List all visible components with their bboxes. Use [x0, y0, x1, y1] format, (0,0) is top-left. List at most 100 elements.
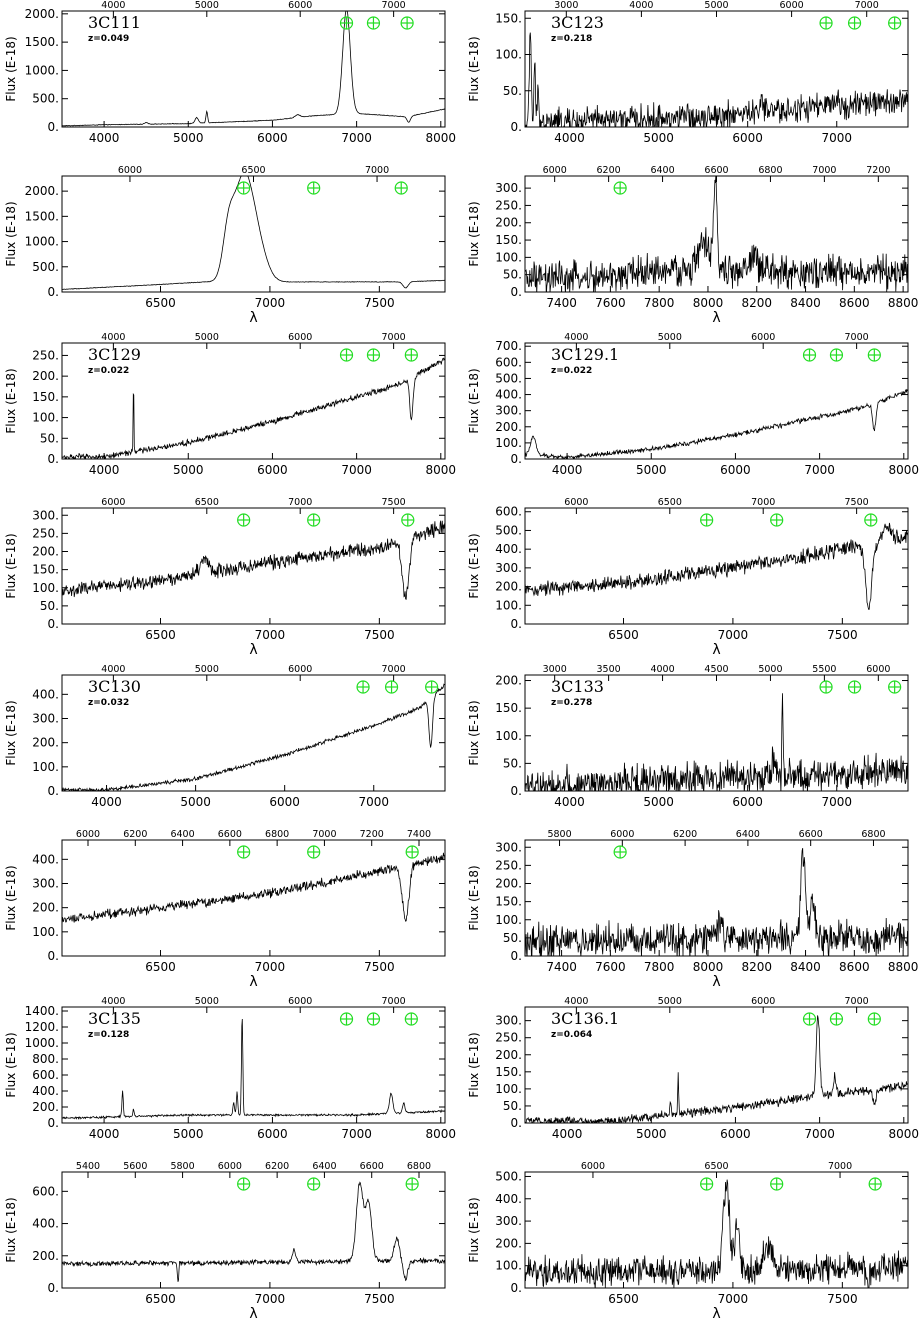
telluric-icon [366, 348, 381, 362]
y-tick-label: 0. [48, 285, 59, 299]
top-x-tick-label: 6800 [861, 829, 885, 840]
x-tick-label: 6000 [732, 795, 763, 809]
top-x-tick-label: 7200 [360, 829, 384, 840]
plot-frame [61, 342, 446, 460]
x-tick-label: 6500 [608, 1292, 639, 1306]
y-tick-label: 300. [495, 181, 522, 195]
spectrum-line [525, 32, 908, 127]
top-x-tick-label: 6000 [610, 829, 634, 840]
y-tick-label: 200. [32, 1100, 59, 1114]
y-tick-label: 150. [32, 563, 59, 577]
x-tick-label: 7500 [364, 960, 395, 974]
top-x-tick-label: 7500 [845, 497, 869, 508]
top-x-tick-label: 6400 [312, 1161, 336, 1172]
spectrum-panel: 4000 5000 6000 7000 8000 4000 5000 6000 7000 0. 50… [467, 996, 919, 1141]
top-x-tick-label: 7000 [828, 1161, 852, 1172]
y-axis-label: Flux (E-18) [467, 1032, 481, 1097]
spectrum-line [62, 357, 445, 459]
telluric-icon [237, 1177, 251, 1191]
spectrum-panel: 7400 7600 7800 8000 8200 8400 8600 8800 6000 6200… [467, 165, 918, 326]
x-axis-label: λ [712, 642, 720, 658]
y-tick-label: 200. [495, 580, 522, 594]
y-tick-label: 50. [40, 599, 59, 613]
x-tick-label: 8600 [839, 296, 870, 310]
top-x-tick-label: 4000 [629, 0, 653, 11]
y-tick-label: 0. [511, 120, 522, 134]
telluric-icon [819, 680, 833, 694]
x-tick-label: 4000 [552, 1127, 583, 1141]
y-tick-label: 600. [495, 355, 522, 369]
top-x-tick-label: 4000 [650, 664, 674, 675]
y-tick-label: 50. [503, 1099, 522, 1113]
spectrum-line [62, 852, 445, 923]
spectrum-line [525, 848, 908, 956]
top-x-tick-label: 7000 [845, 996, 869, 1007]
top-x-tick-label: 6000 [118, 165, 142, 176]
x-tick-label: 8000 [426, 1127, 457, 1141]
top-x-tick-label: 7000 [845, 332, 869, 343]
telluric-icon [307, 1177, 321, 1191]
top-x-tick-label: 6600 [704, 165, 728, 176]
y-tick-label: 50. [503, 931, 522, 945]
y-tick-label: 0. [48, 1116, 59, 1130]
telluric-icon [847, 680, 862, 694]
top-x-tick-label: 5600 [123, 1161, 147, 1172]
y-tick-label: 500. [495, 371, 522, 385]
telluric-icon [829, 348, 844, 362]
y-tick-label: 150. [495, 701, 522, 715]
x-tick-label: 4000 [554, 795, 585, 809]
x-tick-label: 7400 [546, 960, 577, 974]
source-name: 3C111 [88, 13, 141, 32]
y-tick-label: 200. [495, 877, 522, 891]
source-name: 3C130 [88, 677, 141, 696]
telluric-icon [867, 348, 881, 362]
x-tick-label: 8000 [693, 960, 724, 974]
top-x-tick-label: 4000 [101, 664, 125, 675]
y-tick-label: 300. [495, 1014, 522, 1028]
spectrum-line [525, 1015, 908, 1123]
y-tick-label: 200. [495, 216, 522, 230]
top-x-tick-label: 7200 [866, 165, 890, 176]
x-tick-label: 8000 [693, 296, 724, 310]
top-x-tick-label: 5400 [76, 1161, 100, 1172]
spectrum-line [62, 1018, 445, 1120]
x-tick-label: 6500 [145, 1292, 176, 1306]
x-tick-label: 7600 [595, 296, 626, 310]
y-tick-label: 1400. [25, 1004, 59, 1018]
x-tick-label: 5000 [643, 131, 674, 145]
y-axis-label: Flux (E-18) [467, 368, 481, 433]
top-x-tick-label: 6000 [780, 0, 804, 11]
top-x-tick-label: 6400 [650, 165, 674, 176]
top-x-tick-label: 7000 [382, 996, 406, 1007]
top-x-tick-label: 5000 [658, 332, 682, 343]
y-tick-label: 100. [495, 913, 522, 927]
top-x-tick-label: 6200 [673, 829, 697, 840]
spectrum-line [525, 1179, 908, 1288]
x-tick-label: 5000 [173, 463, 204, 477]
x-tick-label: 7500 [364, 1292, 395, 1306]
top-x-tick-label: 4000 [101, 996, 125, 1007]
spectrum-panel: 4000 5000 6000 7000 8000 4000 5000 6000 7000 0. 50… [4, 0, 456, 145]
x-tick-label: 8000 [426, 463, 457, 477]
top-x-tick-label: 6600 [360, 1161, 384, 1172]
redshift-label: z=0.064 [551, 1030, 592, 1040]
telluric-icon [864, 513, 878, 527]
redshift-label: z=0.022 [551, 366, 592, 376]
x-tick-label: 4000 [89, 1127, 120, 1141]
spectrum-line [62, 176, 445, 291]
x-tick-label: 6000 [257, 1127, 288, 1141]
spectrum-line [525, 176, 908, 292]
y-tick-label: 0. [511, 617, 522, 631]
y-tick-label: 500. [32, 92, 59, 106]
y-tick-label: 500. [32, 260, 59, 274]
x-tick-label: 8800 [888, 960, 919, 974]
y-axis-label: Flux (E-18) [4, 700, 18, 765]
y-axis-label: Flux (E-18) [467, 36, 481, 101]
spectrum-line [62, 11, 445, 127]
telluric-icon [237, 181, 251, 195]
y-tick-label: 0. [48, 784, 59, 798]
y-tick-label: 0. [48, 452, 59, 466]
redshift-label: z=0.049 [88, 34, 129, 44]
plot-frame [524, 1006, 909, 1124]
